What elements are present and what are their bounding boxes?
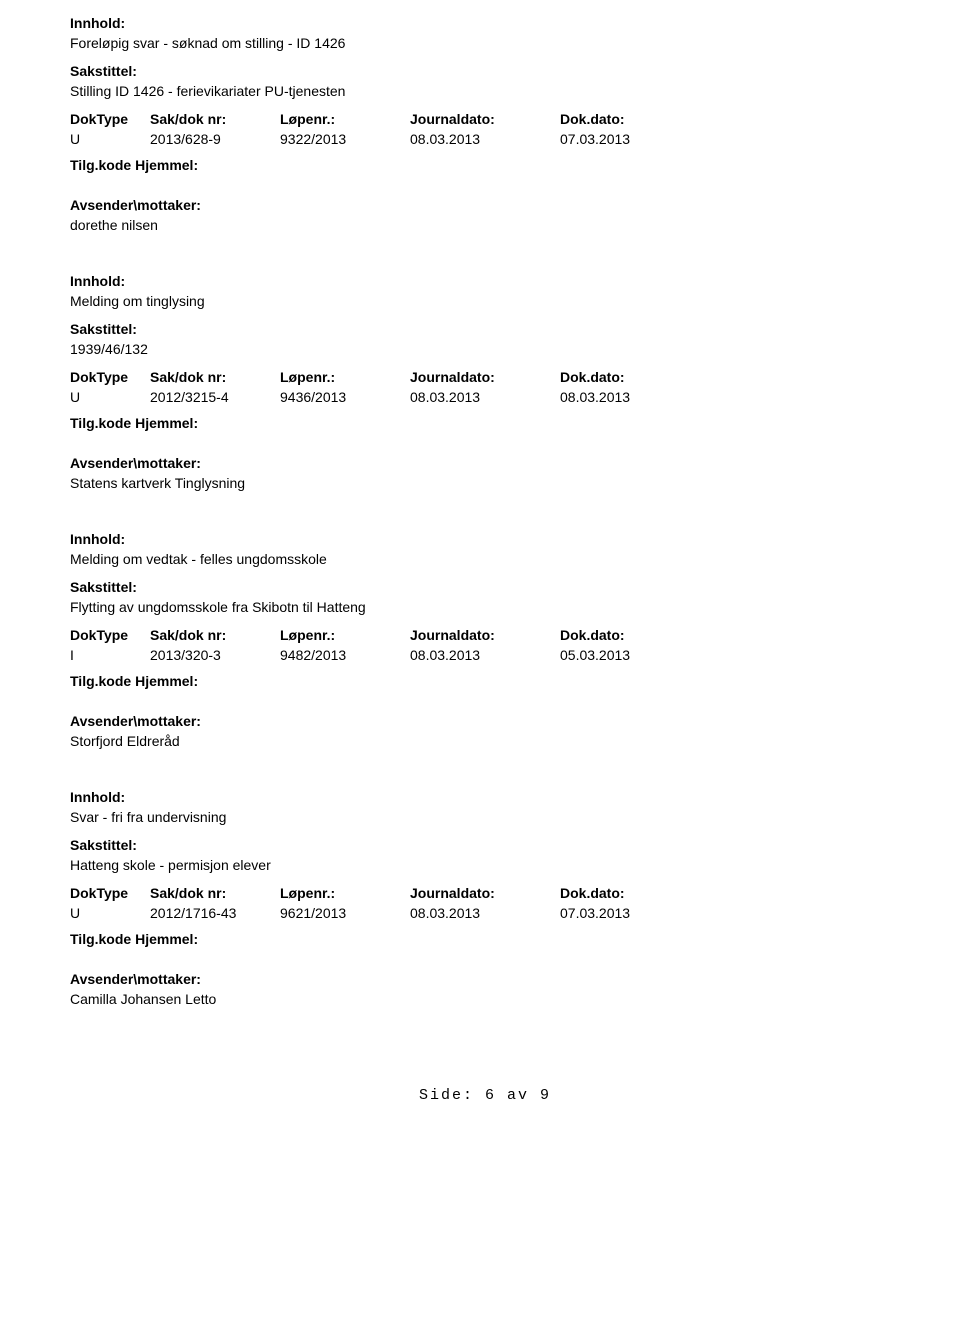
col-lopenr-header: Løpenr.: [280, 885, 410, 901]
col-sakdok-header: Sak/dok nr: [150, 885, 280, 901]
col-lopenr-header: Løpenr.: [280, 369, 410, 385]
innhold-label: Innhold: [70, 15, 900, 31]
avsender-value: Storfjord Eldreråd [70, 733, 900, 749]
journal-entry: Innhold: Svar - fri fra undervisning Sak… [70, 789, 900, 1007]
page-footer: Side: 6 av 9 [70, 1087, 900, 1104]
journal-entry: Innhold: Melding om vedtak - felles ungd… [70, 531, 900, 749]
dokdato-value: 05.03.2013 [560, 647, 690, 663]
table-header: DokType Sak/dok nr: Løpenr.: Journaldato… [70, 885, 900, 901]
journaldato-value: 08.03.2013 [410, 131, 560, 147]
col-dokdato-header: Dok.dato: [560, 111, 690, 127]
col-doktype-header: DokType [70, 627, 150, 643]
col-lopenr-header: Løpenr.: [280, 627, 410, 643]
sakdoknr-value: 2013/320-3 [150, 647, 280, 663]
innhold-value: Melding om tinglysing [70, 293, 900, 309]
table-row: I 2013/320-3 9482/2013 08.03.2013 05.03.… [70, 647, 900, 663]
tilgkode-label: Tilg.kode Hjemmel: [70, 673, 900, 689]
lopenr-value: 9482/2013 [280, 647, 410, 663]
lopenr-value: 9621/2013 [280, 905, 410, 921]
col-sakdok-header: Sak/dok nr: [150, 627, 280, 643]
sakstittel-value: Hatteng skole - permisjon elever [70, 857, 900, 873]
innhold-value: Svar - fri fra undervisning [70, 809, 900, 825]
innhold-label: Innhold: [70, 789, 900, 805]
innhold-value: Foreløpig svar - søknad om stilling - ID… [70, 35, 900, 51]
col-journal-header: Journaldato: [410, 111, 560, 127]
col-journal-header: Journaldato: [410, 627, 560, 643]
col-dokdato-header: Dok.dato: [560, 627, 690, 643]
doktype-value: U [70, 131, 150, 147]
avsender-value: dorethe nilsen [70, 217, 900, 233]
table-row: U 2012/3215-4 9436/2013 08.03.2013 08.03… [70, 389, 900, 405]
col-dokdato-header: Dok.dato: [560, 885, 690, 901]
tilgkode-label: Tilg.kode Hjemmel: [70, 157, 900, 173]
col-doktype-header: DokType [70, 885, 150, 901]
col-journal-header: Journaldato: [410, 885, 560, 901]
innhold-label: Innhold: [70, 273, 900, 289]
sakdoknr-value: 2012/1716-43 [150, 905, 280, 921]
avsender-label: Avsender\mottaker: [70, 713, 900, 729]
journaldato-value: 08.03.2013 [410, 389, 560, 405]
col-sakdok-header: Sak/dok nr: [150, 111, 280, 127]
dokdato-value: 07.03.2013 [560, 905, 690, 921]
sakstittel-label: Sakstittel: [70, 321, 900, 337]
sakstittel-value: 1939/46/132 [70, 341, 900, 357]
col-journal-header: Journaldato: [410, 369, 560, 385]
table-row: U 2013/628-9 9322/2013 08.03.2013 07.03.… [70, 131, 900, 147]
col-sakdok-header: Sak/dok nr: [150, 369, 280, 385]
sakstittel-value: Stilling ID 1426 - ferievikariater PU-tj… [70, 83, 900, 99]
col-doktype-header: DokType [70, 111, 150, 127]
table-header: DokType Sak/dok nr: Løpenr.: Journaldato… [70, 369, 900, 385]
innhold-value: Melding om vedtak - felles ungdomsskole [70, 551, 900, 567]
sakstittel-label: Sakstittel: [70, 837, 900, 853]
sakdoknr-value: 2013/628-9 [150, 131, 280, 147]
doktype-value: U [70, 389, 150, 405]
sakstittel-value: Flytting av ungdomsskole fra Skibotn til… [70, 599, 900, 615]
lopenr-value: 9436/2013 [280, 389, 410, 405]
avsender-label: Avsender\mottaker: [70, 455, 900, 471]
journal-entry: Innhold: Foreløpig svar - søknad om stil… [70, 15, 900, 233]
lopenr-value: 9322/2013 [280, 131, 410, 147]
innhold-label: Innhold: [70, 531, 900, 547]
table-row: U 2012/1716-43 9621/2013 08.03.2013 07.0… [70, 905, 900, 921]
avsender-value: Statens kartverk Tinglysning [70, 475, 900, 491]
dokdato-value: 07.03.2013 [560, 131, 690, 147]
col-lopenr-header: Løpenr.: [280, 111, 410, 127]
tilgkode-label: Tilg.kode Hjemmel: [70, 415, 900, 431]
sakstittel-label: Sakstittel: [70, 579, 900, 595]
journal-entry: Innhold: Melding om tinglysing Sakstitte… [70, 273, 900, 491]
col-doktype-header: DokType [70, 369, 150, 385]
table-header: DokType Sak/dok nr: Løpenr.: Journaldato… [70, 627, 900, 643]
journaldato-value: 08.03.2013 [410, 905, 560, 921]
dokdato-value: 08.03.2013 [560, 389, 690, 405]
doktype-value: U [70, 905, 150, 921]
doktype-value: I [70, 647, 150, 663]
tilgkode-label: Tilg.kode Hjemmel: [70, 931, 900, 947]
table-header: DokType Sak/dok nr: Løpenr.: Journaldato… [70, 111, 900, 127]
sakdoknr-value: 2012/3215-4 [150, 389, 280, 405]
sakstittel-label: Sakstittel: [70, 63, 900, 79]
col-dokdato-header: Dok.dato: [560, 369, 690, 385]
avsender-label: Avsender\mottaker: [70, 971, 900, 987]
avsender-value: Camilla Johansen Letto [70, 991, 900, 1007]
journaldato-value: 08.03.2013 [410, 647, 560, 663]
avsender-label: Avsender\mottaker: [70, 197, 900, 213]
